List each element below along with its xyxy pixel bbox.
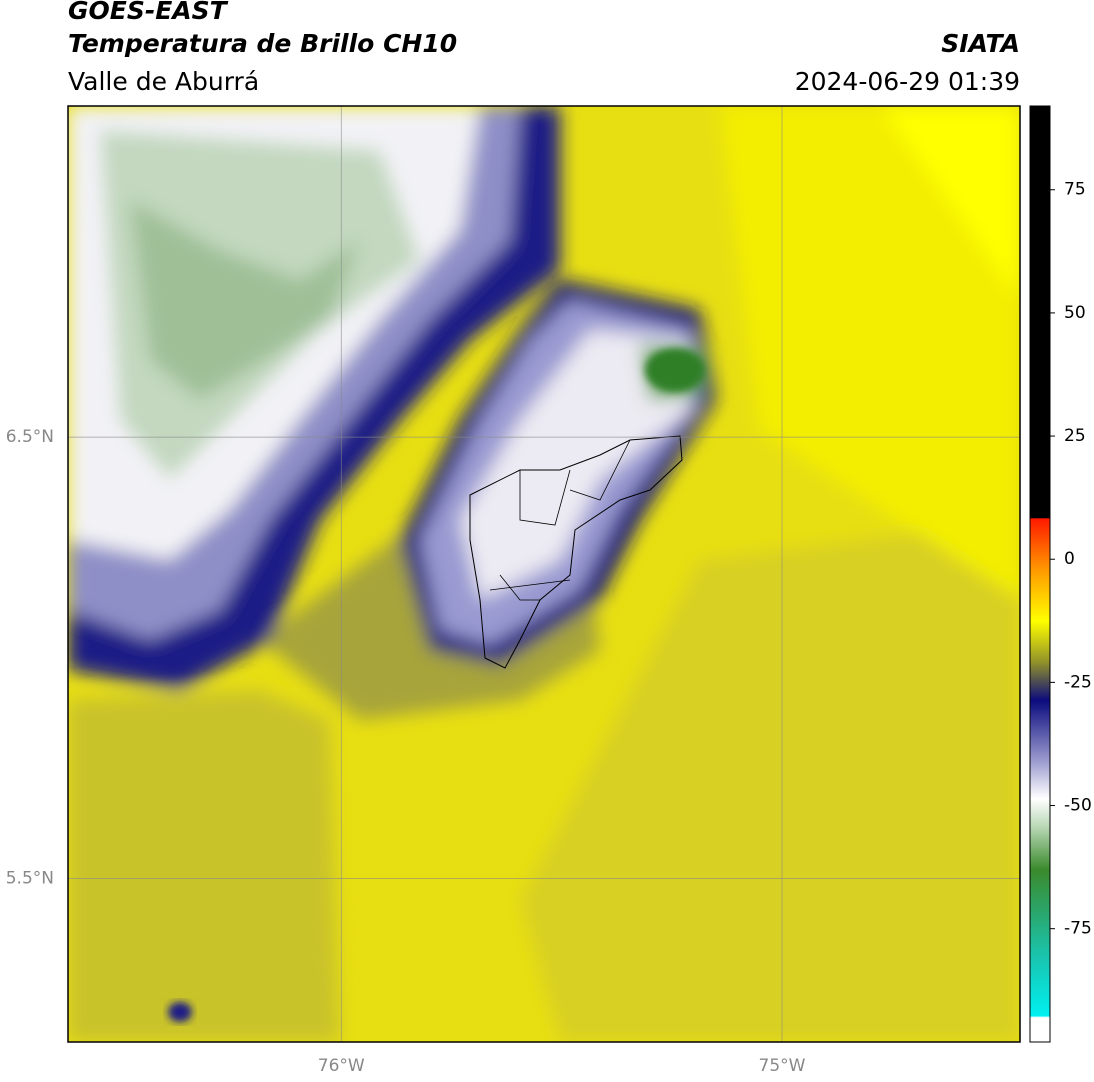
subtitle: Temperatura de Brillo CH10	[68, 29, 457, 58]
colorbar-tick-label: -25	[1064, 672, 1092, 692]
x-tick-label: 75°W	[759, 1056, 806, 1076]
colorbar-tick-label: 0	[1064, 549, 1075, 569]
colorbar-tick-label: -50	[1064, 796, 1092, 816]
map-frame	[67, 105, 1021, 1043]
colorbar-tick-label: 50	[1064, 303, 1086, 323]
source: SIATA	[941, 29, 1020, 58]
x-tick-label: 76°W	[318, 1056, 365, 1076]
datetime: 2024-06-29 01:39	[795, 67, 1020, 96]
colorbar-tick-label: -75	[1064, 919, 1092, 939]
colorbar	[1029, 105, 1051, 1043]
title: GOES-EAST	[68, 0, 229, 25]
colorbar-tick-label: 25	[1064, 426, 1086, 446]
y-tick-label: 5.5°N	[6, 869, 54, 889]
map-image	[68, 106, 1020, 1042]
region: Valle de Aburrá	[68, 67, 259, 96]
y-tick-label: 6.5°N	[6, 427, 54, 447]
colorbar-tick-label: 75	[1064, 180, 1086, 200]
